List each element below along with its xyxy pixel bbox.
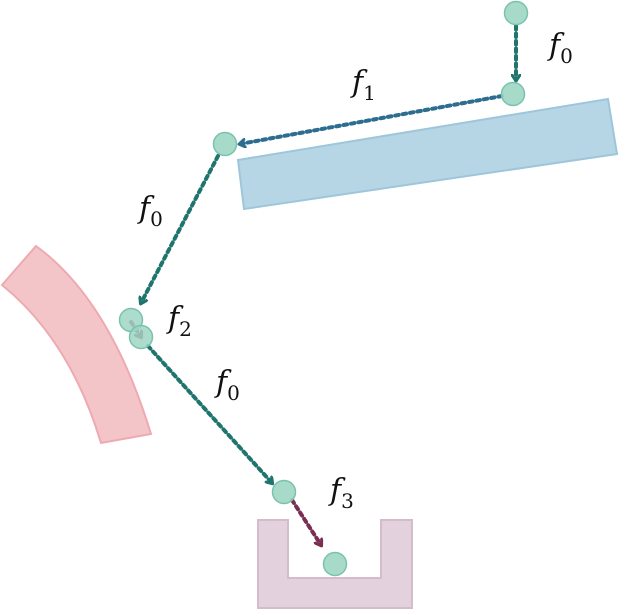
- state-circle: [212, 131, 238, 157]
- label-subscript: 3: [341, 489, 354, 513]
- arrow-f0-diagonal-down-left: [141, 154, 220, 303]
- state-circle: [322, 551, 348, 577]
- label-transition-1: f0: [547, 28, 573, 68]
- label-transition-3: f0: [137, 191, 163, 231]
- blue-surface: [236, 97, 619, 211]
- label-transition-4: f2: [166, 301, 192, 341]
- label-subscript: 0: [227, 381, 240, 405]
- label-transition-2: f1: [350, 65, 376, 105]
- state-circles: [118, 0, 529, 577]
- arrow-f3-into-container: [290, 498, 321, 545]
- purple-container: [257, 519, 413, 609]
- state-circle: [271, 479, 297, 505]
- label-subscript: 0: [560, 44, 573, 68]
- label-transition-5: f0: [214, 365, 240, 405]
- state-circle: [503, 0, 529, 26]
- state-circle: [500, 81, 526, 107]
- label-transition-6: f3: [328, 473, 354, 513]
- label-subscript: 1: [363, 81, 376, 105]
- arrow-f1-left: [240, 94, 504, 144]
- red-curved-surface: [0, 244, 153, 445]
- state-circle: [128, 324, 154, 350]
- label-subscript: 2: [179, 317, 192, 341]
- arrow-f0-diagonal-down-right: [146, 344, 272, 483]
- label-subscript: 0: [150, 207, 163, 231]
